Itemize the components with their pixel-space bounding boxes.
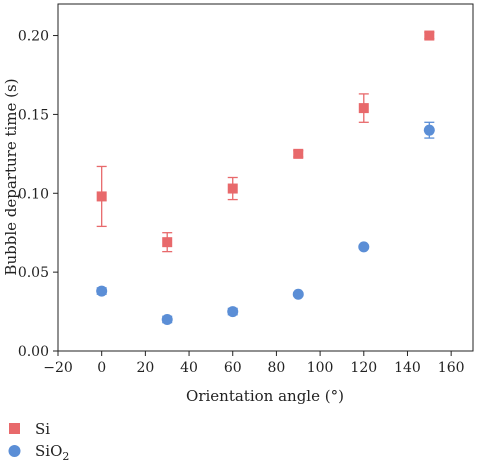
legend-label-sio2-base: SiO <box>35 442 62 460</box>
legend-label-sio2-subscript: 2 <box>62 450 69 460</box>
x-tick-label: −20 <box>43 360 73 376</box>
y-axis-title: Bubble departure time (s) <box>2 78 20 275</box>
y-tick-label: 0.05 <box>18 265 49 281</box>
x-tick-label: 100 <box>307 360 334 376</box>
y-tick-label: 0.15 <box>18 107 49 123</box>
legend-label-si: Si <box>35 420 50 438</box>
x-tick-label: 0 <box>97 360 106 376</box>
x-tick-label: 20 <box>136 360 154 376</box>
point-sio2 <box>292 288 304 300</box>
legend: Si SiO2 <box>8 420 69 460</box>
point-si <box>424 30 435 41</box>
x-tick-label: 40 <box>180 360 198 376</box>
axis-ticks: −20 0 20 40 60 80 100 120 140 160 0.00 0.05 0.10 0.15… <box>18 29 465 376</box>
point-si <box>293 148 304 159</box>
plot-frame <box>57 3 474 352</box>
point-si <box>358 103 369 114</box>
y-tick-label: 0.00 <box>18 344 49 360</box>
point-sio2 <box>227 306 239 318</box>
point-sio2 <box>161 313 173 325</box>
x-tick-label: 160 <box>438 360 465 376</box>
legend-marker-si <box>9 423 20 434</box>
point-sio2 <box>96 285 108 297</box>
y-tick-label: 0.20 <box>18 29 49 45</box>
x-tick-label: 140 <box>394 360 421 376</box>
x-tick-label: 120 <box>350 360 377 376</box>
point-si <box>96 191 107 202</box>
point-sio2 <box>358 241 370 253</box>
data-marks <box>96 30 435 325</box>
legend-label-sio2: SiO2 <box>35 442 69 460</box>
point-si <box>162 237 173 248</box>
y-tick-label: 0.10 <box>18 186 49 202</box>
x-axis-title: Orientation angle (°) <box>186 387 344 405</box>
point-sio2 <box>423 124 435 136</box>
legend-marker-sio2 <box>8 445 21 457</box>
point-si <box>227 183 238 194</box>
x-tick-label: 60 <box>224 360 242 376</box>
x-tick-label: 80 <box>268 360 286 376</box>
